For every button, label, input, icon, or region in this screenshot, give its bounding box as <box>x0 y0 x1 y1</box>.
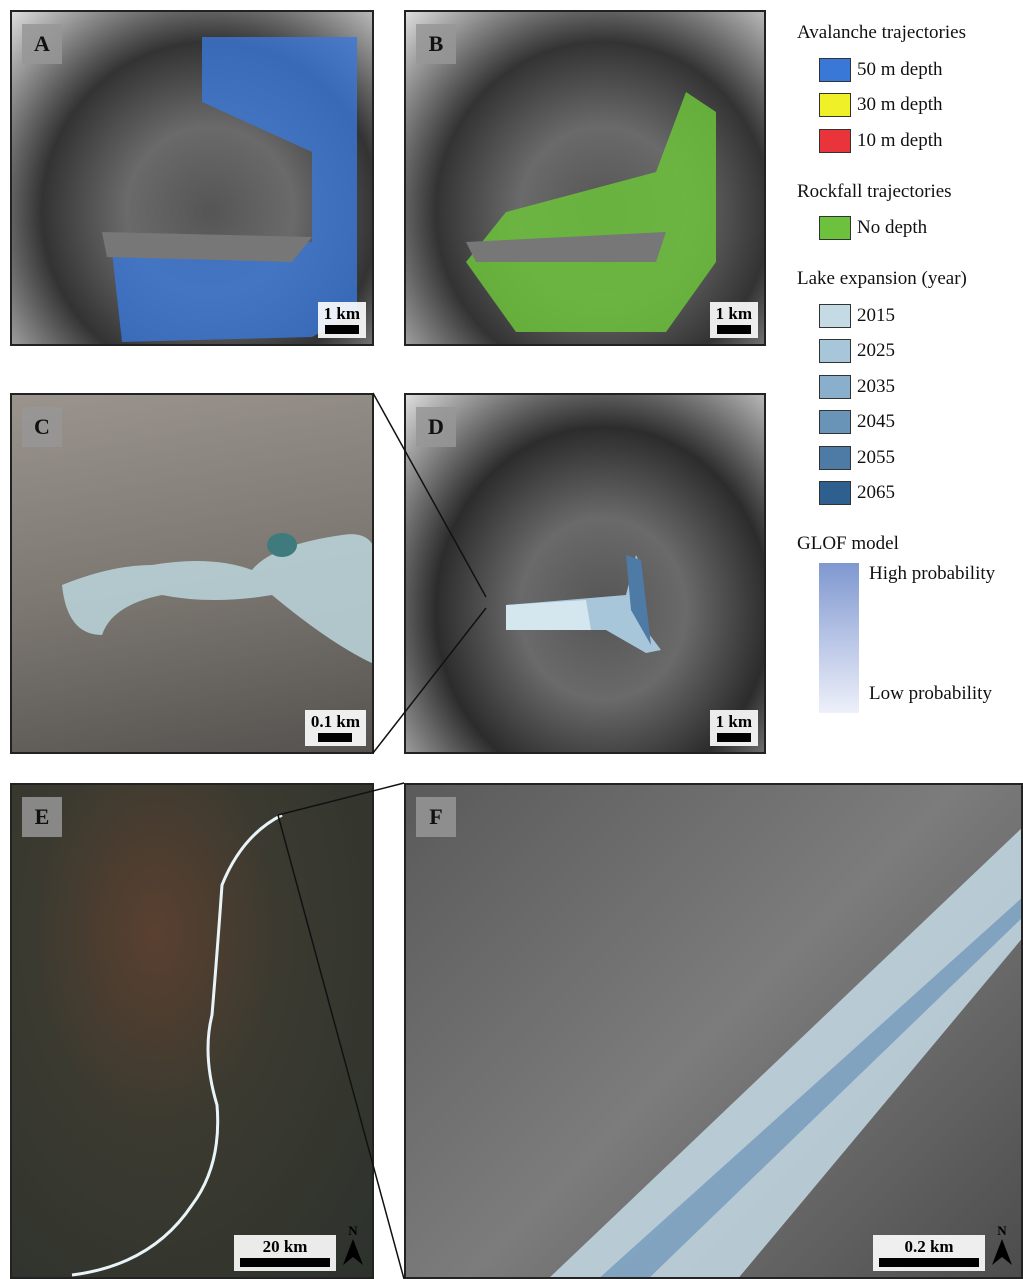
legend-swatch <box>819 339 851 363</box>
legend-item: 2015 <box>819 298 967 334</box>
legend-label: 2025 <box>857 340 895 362</box>
scale-line <box>325 325 359 334</box>
panel-label: E <box>22 797 62 837</box>
legend-label: 2015 <box>857 305 895 327</box>
panel-label: F <box>416 797 456 837</box>
legend-label: 2035 <box>857 376 895 398</box>
page: A 1 km B 1 km C 0.1 km D 1 km E 20 km N F 0.2 km N Av… <box>0 0 1023 1279</box>
legend-swatch <box>819 93 851 117</box>
scale-line <box>717 325 751 334</box>
map-image <box>406 395 766 754</box>
scale-text: 1 km <box>716 712 752 732</box>
map-panel: C 0.1 km <box>10 393 374 754</box>
legend-title: GLOF model <box>797 533 967 557</box>
legend-swatch <box>819 216 851 240</box>
map-image <box>406 12 766 346</box>
legend-item: 2025 <box>819 334 967 370</box>
legend-title: Lake expansion (year) <box>797 268 967 292</box>
legend-section: Avalanche trajectories 50 m depth 30 m dep… <box>797 22 967 159</box>
map-image <box>12 395 374 754</box>
north-label: N <box>989 1223 1015 1239</box>
map-panel: A 1 km <box>10 10 374 346</box>
legend-swatch <box>819 304 851 328</box>
scale-text: 1 km <box>716 304 752 324</box>
legend-swatch <box>819 129 851 153</box>
legend-title: Avalanche trajectories <box>797 22 967 46</box>
north-arrow-icon <box>343 1239 363 1265</box>
legend-label: 10 m depth <box>857 130 943 152</box>
map-image <box>406 785 1023 1279</box>
legend-item: 2035 <box>819 369 967 405</box>
legend-item: 10 m depth <box>819 123 967 159</box>
scale-bar: 0.1 km <box>305 710 366 746</box>
scale-text: 0.1 km <box>311 712 360 732</box>
legend-swatch <box>819 481 851 505</box>
legend-label: No depth <box>857 217 927 239</box>
scale-line <box>318 733 352 742</box>
glof-gradient <box>819 563 859 713</box>
map-image <box>12 12 374 346</box>
legend-swatch <box>819 410 851 434</box>
legend-item: 2045 <box>819 405 967 441</box>
legend-label: 50 m depth <box>857 59 943 81</box>
glof-high: High probability <box>869 563 995 585</box>
legend-item: 2055 <box>819 440 967 476</box>
scale-text: 0.2 km <box>879 1237 979 1257</box>
legend-swatch <box>819 58 851 82</box>
map-panel: D 1 km <box>404 393 766 754</box>
map-panel: F 0.2 km N <box>404 783 1023 1279</box>
legend-label: 30 m depth <box>857 94 943 116</box>
scale-bar: 1 km <box>710 710 758 746</box>
north-label: N <box>340 1223 366 1239</box>
scale-bar: 1 km <box>710 302 758 338</box>
legend-item: 2065 <box>819 476 967 512</box>
legend-label: 2055 <box>857 447 895 469</box>
map-panel: E 20 km N <box>10 783 374 1279</box>
scale-line <box>717 733 751 742</box>
legend-swatch <box>819 375 851 399</box>
glof-low: Low probability <box>869 683 992 705</box>
legend-item: No depth <box>819 211 967 247</box>
legend-item: 30 m depth <box>819 88 967 124</box>
legend-title: Rockfall trajectories <box>797 181 967 205</box>
legend-section: Lake expansion (year) 2015 2025 2035 2045 205… <box>797 268 967 511</box>
north-arrow: N <box>340 1223 366 1269</box>
panel-label: D <box>416 407 456 447</box>
legend-label: 2065 <box>857 482 895 504</box>
scale-text: 20 km <box>240 1237 330 1257</box>
scale-line <box>879 1258 979 1267</box>
map-panel: B 1 km <box>404 10 766 346</box>
map-image <box>12 785 374 1279</box>
scale-bar: 0.2 km <box>873 1235 985 1271</box>
north-arrow: N <box>989 1223 1015 1269</box>
legend-item: 50 m depth <box>819 52 967 88</box>
panel-label: C <box>22 407 62 447</box>
scale-bar: 20 km <box>234 1235 336 1271</box>
scale-line <box>240 1258 330 1267</box>
legend-section: Rockfall trajectories No depth <box>797 181 967 247</box>
panel-label: B <box>416 24 456 64</box>
panel-label: A <box>22 24 62 64</box>
north-arrow-icon <box>992 1239 1012 1265</box>
legend-label: 2045 <box>857 411 895 433</box>
scale-bar: 1 km <box>318 302 366 338</box>
scale-text: 1 km <box>324 304 360 324</box>
legend: Avalanche trajectories 50 m depth 30 m dep… <box>797 22 967 713</box>
legend-swatch <box>819 446 851 470</box>
